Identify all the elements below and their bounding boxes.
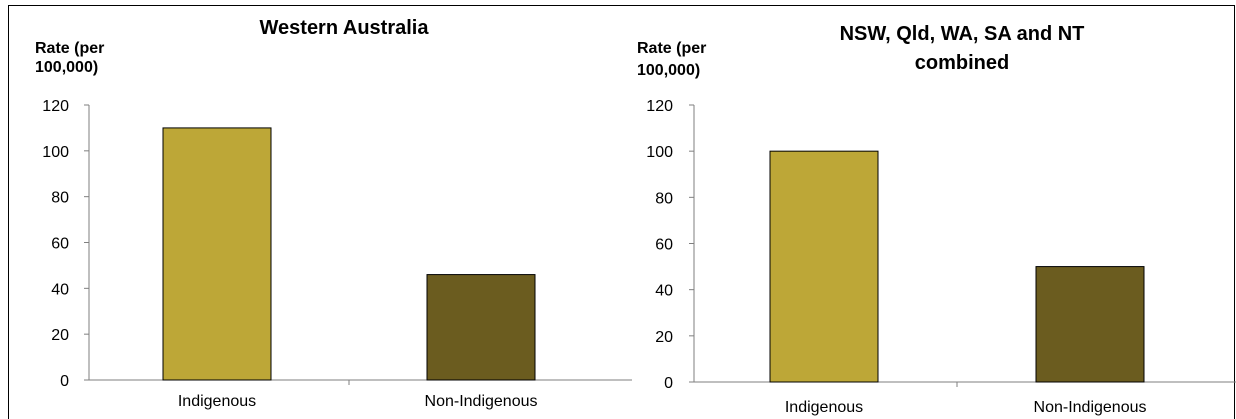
chart2-y-tick-label: 20	[655, 329, 673, 346]
chart-frame	[8, 5, 1235, 419]
chart2-y-tick-label: 120	[646, 98, 673, 115]
chart1-title-line-1: Western Australia	[260, 17, 430, 39]
chart1-y-tick-label: 100	[42, 144, 69, 161]
chart1-y-tick-label: 120	[42, 98, 69, 115]
chart1-y-tick-label: 40	[51, 281, 69, 298]
chart2-y-tick-label: 40	[655, 283, 673, 300]
chart1-y-tick-label: 80	[51, 190, 69, 207]
chart2-bar-non-indigenous	[1035, 266, 1145, 383]
chart2-y-tick-label: 80	[655, 190, 673, 207]
chart2-y-tick-label: 0	[664, 375, 673, 392]
chart2-bar-indigenous	[769, 150, 879, 383]
chart2-x-category-label: Indigenous	[785, 399, 863, 416]
chart2-title-line-1: NSW, Qld, WA, SA and NT	[840, 23, 1085, 45]
chart1-bar-indigenous	[162, 127, 272, 381]
chart2-x-category-label: Non-Indigenous	[1034, 399, 1147, 416]
chart1-x-category-label: Non-Indigenous	[425, 393, 538, 410]
chart2-y-axis-label-line-1: Rate (per	[637, 40, 706, 57]
chart1-y-tick-label: 0	[60, 373, 69, 390]
chart2-y-tick-label: 100	[646, 144, 673, 161]
chart1-y-axis-label-line-2: 100,000)	[35, 59, 98, 76]
chart1-y-tick-label: 20	[51, 327, 69, 344]
chart2-title-line-2: combined	[915, 52, 1009, 74]
chart1-y-axis-label-line-1: Rate (per	[35, 40, 104, 57]
chart1-y-tick-label: 60	[51, 236, 69, 253]
chart1-x-category-label: Indigenous	[178, 393, 256, 410]
chart1-bar-non-indigenous	[426, 274, 536, 381]
chart2-y-axis-label-line-2: 100,000)	[637, 62, 700, 79]
chart2-y-tick-label: 60	[655, 237, 673, 254]
